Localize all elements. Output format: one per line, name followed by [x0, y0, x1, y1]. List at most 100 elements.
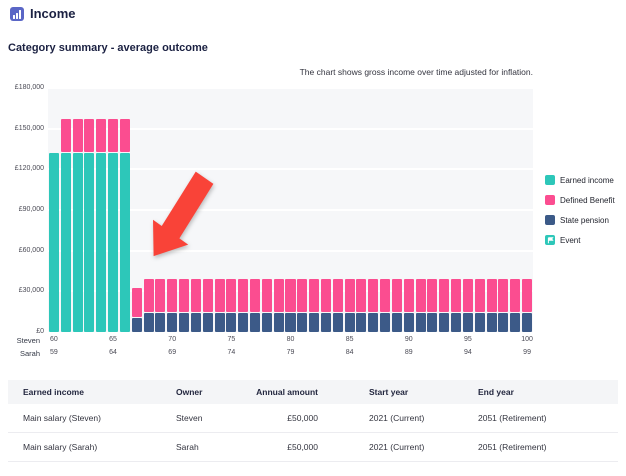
bar-segment-state-pension[interactable] — [214, 312, 225, 332]
bar-segment-state-pension[interactable] — [309, 312, 320, 332]
table-row[interactable]: Main salary (Steven) Steven £50,000 2021 (C… — [8, 404, 618, 433]
bar-segment-defined-benefit[interactable] — [273, 278, 284, 312]
bar-segment-earned-income[interactable] — [60, 152, 71, 332]
bar-segment-defined-benefit[interactable] — [332, 278, 343, 312]
bar-segment-defined-benefit[interactable] — [309, 278, 320, 312]
table-cell: Main salary (Sarah) — [23, 442, 98, 452]
bar-segment-state-pension[interactable] — [332, 312, 343, 332]
table-header-row: Earned income Owner Annual amount Start yea… — [8, 380, 618, 404]
bar-segment-defined-benefit[interactable] — [238, 278, 249, 312]
bar-segment-defined-benefit[interactable] — [60, 118, 71, 152]
bar-segment-earned-income[interactable] — [48, 152, 59, 332]
bar-segment-defined-benefit[interactable] — [380, 278, 391, 312]
bar-segment-state-pension[interactable] — [143, 312, 154, 332]
bar-segment-defined-benefit[interactable] — [143, 278, 154, 312]
bar-segment-state-pension[interactable] — [462, 312, 473, 332]
bar-segment-defined-benefit[interactable] — [451, 278, 462, 312]
bar-segment-defined-benefit[interactable] — [226, 278, 237, 312]
table-cell: 2021 (Current) — [369, 442, 425, 452]
bar-segment-state-pension[interactable] — [297, 312, 308, 332]
bar-segment-defined-benefit[interactable] — [179, 278, 190, 312]
bar-segment-state-pension[interactable] — [356, 312, 367, 332]
bar-segment-defined-benefit[interactable] — [108, 118, 119, 152]
bar-segment-earned-income[interactable] — [108, 152, 119, 332]
bar-segment-state-pension[interactable] — [510, 312, 521, 332]
bar-segment-state-pension[interactable] — [131, 318, 142, 332]
bar-segment-defined-benefit[interactable] — [356, 278, 367, 312]
bar-segment-defined-benefit[interactable] — [522, 278, 533, 312]
bar-segment-defined-benefit[interactable] — [167, 278, 178, 312]
bar-segment-defined-benefit[interactable] — [415, 278, 426, 312]
bar-segment-state-pension[interactable] — [344, 312, 355, 332]
bar-segment-state-pension[interactable] — [202, 312, 213, 332]
bar-segment-earned-income[interactable] — [72, 152, 83, 332]
bar-segment-state-pension[interactable] — [190, 312, 201, 332]
bar-segment-state-pension[interactable] — [439, 312, 450, 332]
bar-segment-defined-benefit[interactable] — [190, 278, 201, 312]
bar-segment-defined-benefit[interactable] — [261, 278, 272, 312]
bar-segment-earned-income[interactable] — [119, 152, 130, 332]
x-axis-tick-label: 99 — [523, 349, 531, 356]
bar-segment-state-pension[interactable] — [167, 312, 178, 332]
bar-segment-state-pension[interactable] — [273, 312, 284, 332]
legend-label: Event — [560, 235, 581, 245]
bar-segment-defined-benefit[interactable] — [462, 278, 473, 312]
gridline — [48, 87, 533, 89]
bar-segment-defined-benefit[interactable] — [391, 278, 402, 312]
legend-label: Earned income — [560, 175, 614, 185]
bar-segment-defined-benefit[interactable] — [498, 278, 509, 312]
bar-segment-defined-benefit[interactable] — [368, 278, 379, 312]
earned-income-table: Earned income Owner Annual amount Start yea… — [8, 380, 618, 462]
gridline — [48, 127, 533, 130]
bar-segment-defined-benefit[interactable] — [96, 118, 107, 152]
bar-segment-defined-benefit[interactable] — [344, 278, 355, 312]
bar-segment-state-pension[interactable] — [403, 312, 414, 332]
bar-segment-defined-benefit[interactable] — [249, 278, 260, 312]
bar-segment-defined-benefit[interactable] — [84, 118, 95, 152]
bar-segment-state-pension[interactable] — [320, 312, 331, 332]
bar-segment-state-pension[interactable] — [261, 312, 272, 332]
bar-segment-state-pension[interactable] — [391, 312, 402, 332]
bar-segment-state-pension[interactable] — [155, 312, 166, 332]
bar-segment-state-pension[interactable] — [427, 312, 438, 332]
bar-segment-state-pension[interactable] — [498, 312, 509, 332]
bar-segment-state-pension[interactable] — [249, 312, 260, 332]
bar-segment-state-pension[interactable] — [380, 312, 391, 332]
bar-segment-state-pension[interactable] — [486, 312, 497, 332]
bar-segment-state-pension[interactable] — [238, 312, 249, 332]
chart-note: The chart shows gross income over time a… — [299, 67, 533, 77]
table-cell: Main salary (Steven) — [23, 413, 101, 423]
page-title: Income — [30, 6, 76, 21]
bar-segment-defined-benefit[interactable] — [285, 278, 296, 312]
bar-segment-state-pension[interactable] — [226, 312, 237, 332]
bar-segment-defined-benefit[interactable] — [202, 278, 213, 312]
bar-segment-defined-benefit[interactable] — [486, 278, 497, 312]
x-axis-tick-label: 80 — [286, 336, 295, 343]
bar-segment-defined-benefit[interactable] — [119, 118, 130, 152]
bar-segment-earned-income[interactable] — [96, 152, 107, 332]
bar-segment-state-pension[interactable] — [415, 312, 426, 332]
bar-segment-defined-benefit[interactable] — [439, 278, 450, 312]
bar-segment-defined-benefit[interactable] — [474, 278, 485, 312]
bar-segment-state-pension[interactable] — [179, 312, 190, 332]
bar-segment-state-pension[interactable] — [522, 312, 533, 332]
bar-segment-defined-benefit[interactable] — [155, 278, 166, 312]
bar-segment-defined-benefit[interactable] — [297, 278, 308, 312]
bar-segment-defined-benefit[interactable] — [510, 278, 521, 312]
bar-segment-defined-benefit[interactable] — [320, 278, 331, 312]
bar-segment-defined-benefit[interactable] — [131, 288, 142, 318]
bar-segment-defined-benefit[interactable] — [403, 278, 414, 312]
stacked-bar-chart[interactable] — [48, 87, 533, 332]
x-axis-row-label: Steven — [16, 336, 40, 345]
bar-segment-state-pension[interactable] — [285, 312, 296, 332]
legend-label: Defined Benefit — [560, 195, 615, 205]
bar-segment-state-pension[interactable] — [474, 312, 485, 332]
bar-segment-state-pension[interactable] — [451, 312, 462, 332]
bar-segment-defined-benefit[interactable] — [72, 118, 83, 152]
table-row[interactable]: Main salary (Sarah) Sarah £50,000 2021 (Cur… — [8, 433, 618, 462]
bar-segment-defined-benefit[interactable] — [427, 278, 438, 312]
bar-segment-state-pension[interactable] — [368, 312, 379, 332]
bar-segment-earned-income[interactable] — [84, 152, 95, 332]
bar-segment-defined-benefit[interactable] — [214, 278, 225, 312]
